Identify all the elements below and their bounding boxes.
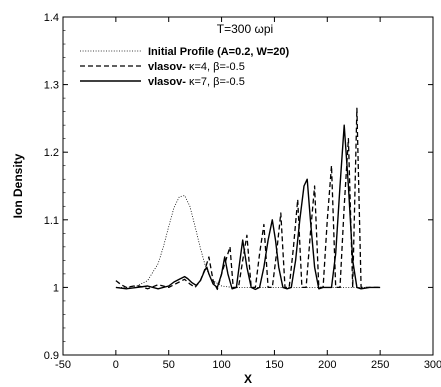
x-tick-label: 150 (265, 359, 283, 371)
y-tick-label: 1.2 (44, 147, 59, 159)
series-line-2 (115, 107, 381, 291)
x-tick-label: 100 (212, 359, 230, 371)
x-tick-label: 250 (371, 359, 389, 371)
chart-annotation: T=300 ωpi (217, 22, 273, 36)
x-tick-label: 50 (163, 359, 175, 371)
legend-label-2: vlasov- κ=4, β=-0.5 (148, 61, 245, 73)
x-tick-label: 0 (113, 359, 119, 371)
legend-label-bold: vlasov- (148, 61, 186, 73)
legend: Initial Profile (A=0.2, W=20) vlasov- κ=4… (80, 46, 290, 88)
legend-label-params: κ=4, β=-0.5 (186, 61, 245, 73)
y-tick-label: 0.9 (44, 350, 59, 362)
series-layer (115, 107, 381, 291)
series-line-1 (115, 195, 381, 288)
legend-label-3: vlasov- κ=7, β=-0.5 (148, 76, 245, 88)
legend-label-bold: Initial Profile (A=0.2, W=20) (148, 46, 290, 58)
x-tick-label: -50 (55, 359, 71, 371)
y-tick-label: 1 (53, 282, 59, 294)
y-tick-label: 1.1 (44, 215, 59, 227)
x-axis-title: X (244, 372, 252, 386)
series-line-3 (115, 124, 381, 291)
plot-frame (62, 16, 434, 356)
legend-label-params: κ=7, β=-0.5 (186, 76, 245, 88)
axis-ticks: -50 0 50 100 150 200 250 300 0.9 1 1.1 1.2 1.3 1.4 (44, 12, 441, 371)
y-tick-label: 1.3 (44, 80, 59, 92)
x-tick-label: 300 (424, 359, 441, 371)
legend-label-bold: vlasov- (148, 76, 186, 88)
x-tick-label: 200 (318, 359, 336, 371)
y-tick-label: 1.4 (44, 12, 59, 24)
legend-label-1: Initial Profile (A=0.2, W=20) (148, 46, 290, 58)
y-axis-title: Ion Density (11, 153, 25, 218)
